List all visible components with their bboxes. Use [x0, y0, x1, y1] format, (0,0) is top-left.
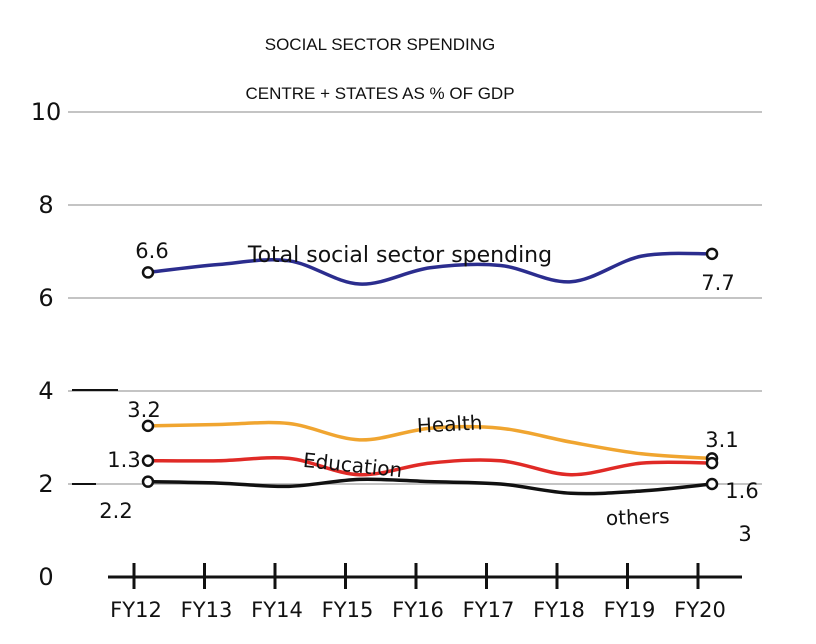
series-end-point — [705, 247, 719, 261]
series-end-value: 3 — [738, 522, 751, 546]
x-tick-label: FY20 — [674, 598, 726, 622]
y-tick-label: 8 — [38, 191, 53, 219]
series-start-point — [141, 475, 155, 488]
series-end-value: 7.7 — [701, 271, 734, 295]
series-end-point — [705, 456, 719, 470]
y-tick-label: 2 — [38, 470, 53, 498]
x-tick-label: FY14 — [251, 598, 303, 622]
chart-subtitle: CENTRE + STATES AS % OF GDP — [245, 84, 515, 103]
x-tick-labels: FY12 FY13 FY14 FY15 FY16 FY17 FY18 FY19 FY20 — [110, 598, 726, 622]
series-line — [146, 420, 714, 461]
series-name-label: Education — [302, 448, 404, 482]
series-start-point — [141, 266, 155, 279]
series-start-point — [141, 419, 155, 433]
series-start-point — [141, 454, 155, 467]
x-tick-label: FY15 — [322, 598, 374, 622]
series-name-label: Total social sector spending — [247, 243, 552, 268]
series-start-value: 1.3 — [107, 448, 140, 472]
series-start-value: 3.2 — [127, 398, 160, 422]
grid-lines — [68, 111, 762, 485]
series-start-value: 2.2 — [99, 499, 132, 523]
x-tick-label: FY16 — [392, 598, 444, 622]
x-tick-label: FY12 — [110, 598, 162, 622]
y-tick-label: 0 — [38, 563, 53, 591]
series-start-value: 6.6 — [135, 239, 168, 263]
x-tick-label: FY17 — [463, 598, 515, 622]
x-axis — [72, 389, 742, 589]
series-line — [146, 477, 714, 496]
series-end-value: 1.6 — [725, 479, 758, 503]
series-end-point — [705, 477, 719, 491]
y-tick-label: 10 — [31, 98, 62, 126]
y-tick-label: 4 — [38, 377, 53, 405]
series-lines — [141, 247, 719, 496]
series-line — [146, 251, 714, 286]
chart-title: SOCIAL SECTOR SPENDING — [264, 35, 496, 54]
x-tick-label: FY19 — [604, 598, 656, 622]
series-name-label: Health — [416, 410, 483, 437]
series-labels: Total social sector spending 6.6 7.7 Health… — [99, 239, 758, 546]
series-line — [146, 455, 714, 477]
y-tick-labels: 0 2 4 6 8 10 — [31, 98, 62, 591]
series-name-label: others — [606, 504, 671, 530]
y-tick-label: 6 — [38, 284, 53, 312]
series-end-value: 3.1 — [705, 428, 738, 452]
x-tick-label: FY18 — [533, 598, 585, 622]
x-tick-label: FY13 — [181, 598, 233, 622]
